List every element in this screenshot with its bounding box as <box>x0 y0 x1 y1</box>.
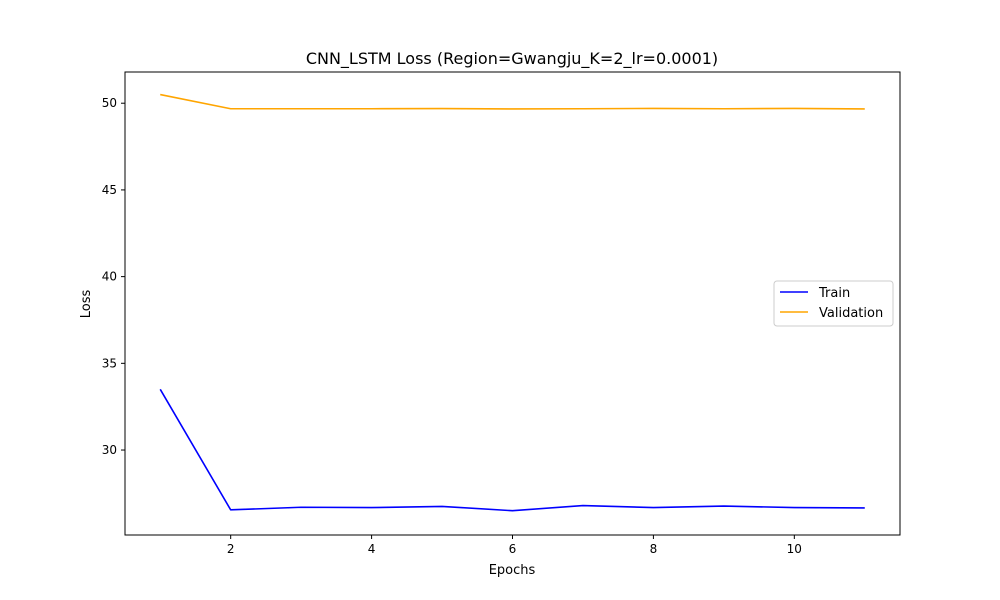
x-tick-label: 6 <box>509 542 517 556</box>
x-axis: 2 4 6 8 10 <box>227 535 802 556</box>
legend-label-validation: Validation <box>819 306 883 321</box>
x-tick-label: 10 <box>787 542 802 556</box>
x-tick-label: 4 <box>368 542 376 556</box>
legend-label-train: Train <box>818 286 850 301</box>
x-tick-label: 2 <box>227 542 235 556</box>
series-lines <box>159 93 865 512</box>
y-tick-label: 50 <box>102 96 117 110</box>
y-tick-label: 45 <box>102 183 117 197</box>
series-line-train <box>159 388 865 512</box>
y-tick-label: 40 <box>102 270 117 284</box>
chart-title: CNN_LSTM Loss (Region=Gwangju_K=2_lr=0.0… <box>306 49 718 69</box>
y-tick-label: 30 <box>102 443 117 457</box>
x-tick-label: 8 <box>650 542 658 556</box>
y-tick-label: 35 <box>102 356 117 370</box>
y-axis-label: Loss <box>79 290 94 319</box>
x-axis-label: Epochs <box>489 563 536 578</box>
y-axis: 30 35 40 45 50 <box>102 96 125 457</box>
series-line-validation <box>160 93 865 110</box>
legend: Train Validation <box>773 280 894 327</box>
